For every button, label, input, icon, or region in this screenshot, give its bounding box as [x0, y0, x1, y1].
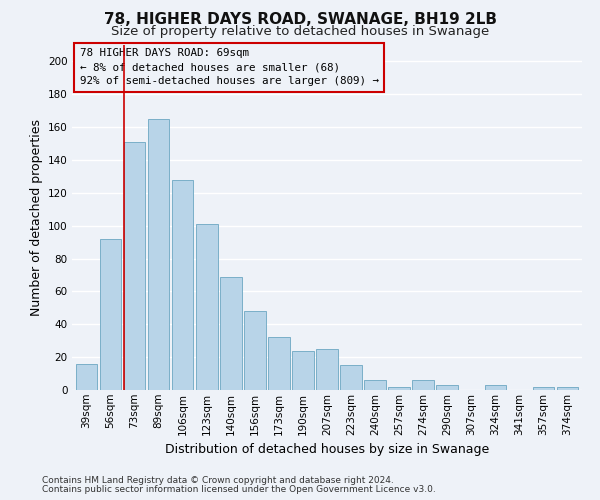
- Bar: [340, 366, 362, 390]
- Bar: [485, 385, 506, 390]
- X-axis label: Distribution of detached houses by size in Swanage: Distribution of detached houses by size …: [165, 443, 489, 456]
- Bar: [268, 338, 290, 390]
- Bar: [364, 380, 386, 390]
- Bar: [172, 180, 193, 390]
- Bar: [196, 224, 218, 390]
- Bar: [533, 386, 554, 390]
- Text: Contains public sector information licensed under the Open Government Licence v3: Contains public sector information licen…: [42, 485, 436, 494]
- Bar: [148, 119, 169, 390]
- Bar: [100, 239, 121, 390]
- Text: 78 HIGHER DAYS ROAD: 69sqm
← 8% of detached houses are smaller (68)
92% of semi-: 78 HIGHER DAYS ROAD: 69sqm ← 8% of detac…: [80, 48, 379, 86]
- Bar: [412, 380, 434, 390]
- Text: Size of property relative to detached houses in Swanage: Size of property relative to detached ho…: [111, 25, 489, 38]
- Bar: [244, 311, 266, 390]
- Y-axis label: Number of detached properties: Number of detached properties: [29, 119, 43, 316]
- Bar: [124, 142, 145, 390]
- Bar: [388, 386, 410, 390]
- Bar: [292, 350, 314, 390]
- Bar: [436, 385, 458, 390]
- Bar: [76, 364, 97, 390]
- Bar: [220, 276, 242, 390]
- Text: 78, HIGHER DAYS ROAD, SWANAGE, BH19 2LB: 78, HIGHER DAYS ROAD, SWANAGE, BH19 2LB: [104, 12, 497, 28]
- Text: Contains HM Land Registry data © Crown copyright and database right 2024.: Contains HM Land Registry data © Crown c…: [42, 476, 394, 485]
- Bar: [557, 386, 578, 390]
- Bar: [316, 349, 338, 390]
